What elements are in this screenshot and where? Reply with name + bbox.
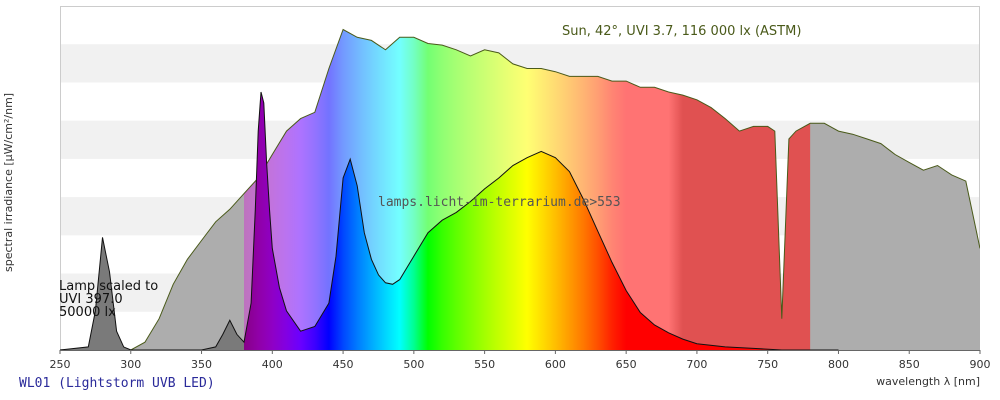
lamp-line: [60, 91, 839, 350]
x-tick-label: 450: [333, 358, 354, 371]
x-tick-label: 400: [262, 358, 283, 371]
lamp-visible-band: [244, 92, 811, 350]
x-tick-label: 550: [474, 358, 495, 371]
lamp-scaling-note: Lamp scaled to UVI 397.0 50000 lx: [59, 279, 158, 320]
lamp-note-line-2: UVI 397.0: [59, 292, 123, 307]
sun-label: Sun, 42°, UVI 3.7, 116 000 lx (ASTM): [562, 24, 801, 39]
x-tick-label: 900: [970, 358, 991, 371]
x-axis-label: wavelength λ [nm]: [876, 375, 980, 388]
x-tick-label: 750: [757, 358, 778, 371]
watermark-text: lamps.licht-im-terrarium.de>553: [378, 195, 621, 210]
lamp-id-label: WL01 (Lightstorm UVB LED): [19, 376, 215, 391]
sun-line: [130, 28, 980, 350]
x-tick-label: 250: [50, 358, 71, 371]
lamp-note-line-1: Lamp scaled to: [59, 279, 158, 294]
x-tick-label: 300: [120, 358, 141, 371]
x-tick-label: 500: [403, 358, 424, 371]
x-tick-label: 350: [191, 358, 212, 371]
x-axis-ticks: 250 300 350 400 450 500 550 600 650 700 750 800 850 9…: [50, 350, 991, 371]
lamp-area-color: [244, 92, 811, 350]
lamp-spectrum: [60, 91, 839, 350]
x-tick-label: 800: [828, 358, 849, 371]
lamp-note-line-3: 50000 lx: [59, 305, 116, 320]
y-axis-label: spectral irradiance [µW/cm²/nm]: [2, 93, 15, 272]
x-tick-label: 700: [686, 358, 707, 371]
x-tick-label: 600: [545, 358, 566, 371]
x-tick-label: 850: [899, 358, 920, 371]
x-tick-label: 650: [616, 358, 637, 371]
